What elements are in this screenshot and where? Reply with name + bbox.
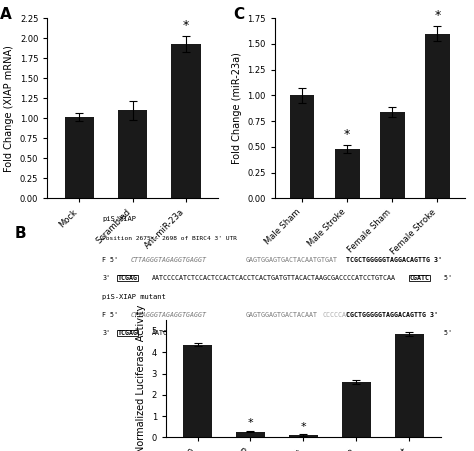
Text: CTTAGGGTAGAGGTGAGGT: CTTAGGGTAGAGGTGAGGT [130, 257, 207, 262]
Text: TCGCTGGGGGTAGGACAGTTG 3': TCGCTGGGGGTAGGACAGTTG 3' [346, 257, 442, 262]
Text: AATCCCCATCTCCACTCCACTCACCTCACTGATGTTACACTAAGCGACCCCATCCTGTCAA: AATCCCCATCTCCACTCCACTCACCTCACTGATGTTACAC… [152, 330, 396, 336]
Text: 3': 3' [102, 275, 110, 281]
Bar [394, 334, 424, 437]
Text: AATCCCCATCTCCACTCCACTCACCTCACTGATGTTACACTAAGCGACCCCATCCTGTCAA: AATCCCCATCTCCACTCCACTCACCTCACTGATGTTACAC… [152, 275, 396, 281]
Text: F 5': F 5' [102, 312, 118, 318]
Text: Position 2675 – 2698 of BIRC4 3' UTR: Position 2675 – 2698 of BIRC4 3' UTR [102, 236, 237, 241]
Text: GAGTGGAGTGACTACAATGTGAT: GAGTGGAGTGACTACAATGTGAT [246, 257, 338, 262]
Text: CTTAGGGTAGAGGTGAGGT: CTTAGGGTAGAGGTGAGGT [130, 312, 207, 318]
Text: 5': 5' [440, 330, 452, 336]
Text: F 5': F 5' [102, 257, 118, 262]
Y-axis label: Fold Change (miR-23a): Fold Change (miR-23a) [232, 52, 242, 164]
Text: CGCTGGGGGTAGGACAGTTG 3': CGCTGGGGGTAGGACAGTTG 3' [346, 312, 438, 318]
Text: *: * [301, 422, 306, 432]
Bar [183, 345, 212, 437]
Y-axis label: Fold Change (XIAP mRNA): Fold Change (XIAP mRNA) [4, 45, 14, 172]
Text: CGATC: CGATC [410, 330, 429, 336]
Text: C: C [233, 7, 244, 22]
Text: A: A [0, 7, 11, 22]
Bar [118, 110, 147, 198]
Text: piS-XIAP: piS-XIAP [102, 216, 136, 222]
Text: 3': 3' [102, 330, 110, 336]
Bar [335, 149, 360, 198]
Text: *: * [183, 18, 189, 32]
Bar [236, 432, 265, 437]
Text: piS-XIAP mutant: piS-XIAP mutant [102, 295, 166, 300]
Bar [172, 44, 201, 198]
Bar [289, 435, 318, 437]
Text: 5': 5' [440, 275, 452, 281]
Text: TCGAG: TCGAG [118, 330, 137, 336]
Text: TCGAG: TCGAG [118, 275, 137, 281]
Bar [290, 95, 314, 198]
Bar [380, 112, 405, 198]
Text: *: * [248, 418, 253, 428]
Text: CGATC: CGATC [410, 275, 429, 281]
Text: *: * [434, 9, 440, 22]
Bar [425, 33, 450, 198]
Text: B: B [14, 226, 26, 240]
Text: GAGTGGAGTGACTACAAT: GAGTGGAGTGACTACAAT [246, 312, 318, 318]
Text: *: * [344, 128, 350, 141]
Bar [65, 117, 94, 198]
Y-axis label: Normalized Luciferase Activity: Normalized Luciferase Activity [136, 305, 146, 451]
Bar [342, 382, 371, 437]
Text: CCCCCAT: CCCCCAT [322, 312, 350, 318]
